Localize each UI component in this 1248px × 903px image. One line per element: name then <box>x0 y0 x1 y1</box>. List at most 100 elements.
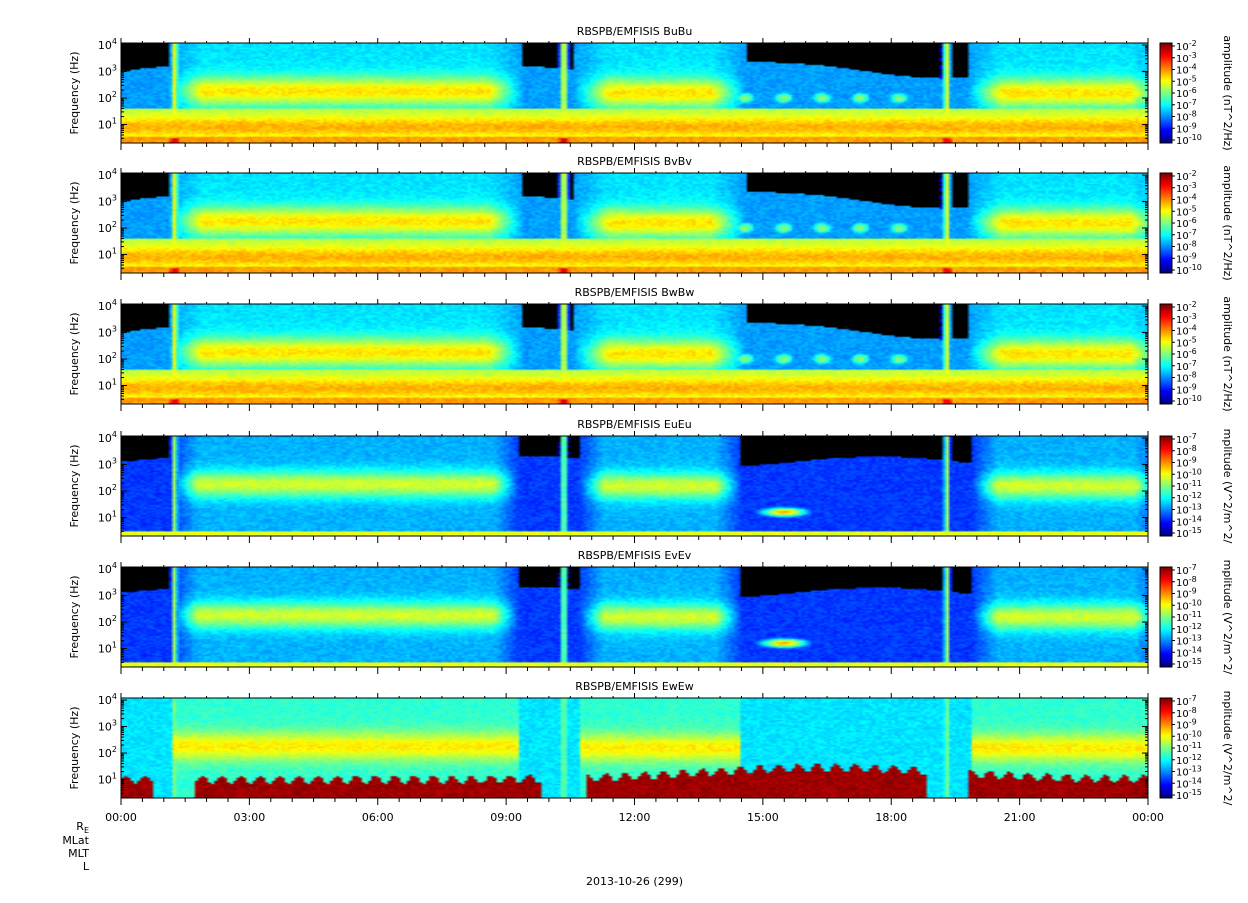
y-tick-label: 103 <box>98 194 117 209</box>
colorbar-tick-label: 10-6 <box>1176 216 1197 230</box>
x-tick-label: 21:00 <box>1004 811 1036 824</box>
spectrogram-image <box>121 698 1148 798</box>
colorbar-tick-label: 10-12 <box>1176 491 1202 505</box>
ephemeris-label: RE <box>76 820 89 835</box>
spectrogram-image <box>121 567 1148 667</box>
y-tick-label: 104 <box>98 298 117 313</box>
colorbar-tick-label: 10-8 <box>1176 240 1197 254</box>
colorbar-tick-label: 10-11 <box>1176 741 1202 755</box>
y-tick-label: 104 <box>98 561 117 576</box>
colorbar-tick-label: 10-15 <box>1176 526 1202 540</box>
y-tick-label: 101 <box>98 116 117 131</box>
x-tick-label: 12:00 <box>619 811 651 824</box>
y-tick-label: 103 <box>98 64 117 79</box>
colorbar-label: mplitude (V^2/m^2/ <box>1221 429 1234 544</box>
colorbar-tick-label: 10-14 <box>1176 645 1202 659</box>
colorbar-label: amplitude (nT^2/Hz) <box>1221 35 1234 150</box>
y-tick-label: 102 <box>98 483 117 498</box>
y-axis-label: Frequency (Hz) <box>68 576 81 659</box>
y-tick-label: 102 <box>98 614 117 629</box>
colorbar-tick-label: 10-11 <box>1176 479 1202 493</box>
colorbar-tick-label: 10-10 <box>1176 598 1202 612</box>
colorbar-tick-label: 10-7 <box>1176 694 1197 708</box>
y-tick-label: 102 <box>98 90 117 105</box>
x-tick-label: 00:00 <box>1132 811 1164 824</box>
colorbar-tick-label: 10-7 <box>1176 359 1197 373</box>
y-tick-label: 103 <box>98 719 117 734</box>
colorbar-tick-label: 10-7 <box>1176 563 1197 577</box>
colorbar <box>1160 698 1172 798</box>
colorbar-tick-label: 10-12 <box>1176 753 1202 767</box>
colorbar-tick-label: 10-5 <box>1176 204 1197 218</box>
colorbar <box>1160 304 1172 404</box>
colorbar-tick-label: 10-14 <box>1176 514 1202 528</box>
colorbar-tick-label: 10-3 <box>1176 181 1197 195</box>
ephemeris-label: MLat <box>62 834 89 847</box>
x-tick-label: 18:00 <box>875 811 907 824</box>
x-tick-label: 09:00 <box>490 811 522 824</box>
colorbar-tick-label: 10-7 <box>1176 432 1197 446</box>
panel-0: RBSPB/EMFISIS BuBu 104 103 102 101 Frequency … <box>68 25 1234 151</box>
colorbar-tick-label: 10-5 <box>1176 74 1197 88</box>
colorbar <box>1160 436 1172 536</box>
y-tick-label: 104 <box>98 430 117 445</box>
colorbar-tick-label: 10-6 <box>1176 86 1197 100</box>
colorbar-tick-label: 10-13 <box>1176 503 1202 517</box>
panel-4: RBSPB/EMFISIS EvEv 104 103 102 101 Frequency … <box>68 549 1234 675</box>
colorbar-tick-label: 10-13 <box>1176 634 1202 648</box>
y-tick-label: 102 <box>98 220 117 235</box>
y-axis-label: Frequency (Hz) <box>68 313 81 396</box>
y-tick-label: 101 <box>98 246 117 261</box>
colorbar-tick-label: 10-10 <box>1176 394 1202 408</box>
colorbar-tick-label: 10-10 <box>1176 133 1202 147</box>
y-axis-label: Frequency (Hz) <box>68 707 81 790</box>
x-tick-label: 06:00 <box>362 811 394 824</box>
panel-title: RBSPB/EMFISIS EuEu <box>577 418 691 431</box>
y-tick-label: 103 <box>98 325 117 340</box>
y-tick-label: 103 <box>98 457 117 472</box>
colorbar-tick-label: 10-4 <box>1176 193 1197 207</box>
y-tick-label: 101 <box>98 377 117 392</box>
panel-1: RBSPB/EMFISIS BvBv 104 103 102 101 Frequency … <box>68 155 1234 281</box>
panel-3: RBSPB/EMFISIS EuEu 104 103 102 101 Frequency … <box>68 418 1234 544</box>
colorbar-tick-label: 10-9 <box>1176 251 1197 265</box>
colorbar-tick-label: 10-9 <box>1176 718 1197 732</box>
colorbar-tick-label: 10-12 <box>1176 622 1202 636</box>
y-tick-label: 101 <box>98 640 117 655</box>
y-tick-label: 102 <box>98 745 117 760</box>
panel-title: RBSPB/EMFISIS BwBw <box>575 286 695 299</box>
y-tick-label: 102 <box>98 351 117 366</box>
colorbar-tick-label: 10-15 <box>1176 788 1202 802</box>
panel-title: RBSPB/EMFISIS BuBu <box>577 25 693 38</box>
y-tick-label: 101 <box>98 771 117 786</box>
y-axis-label: Frequency (Hz) <box>68 445 81 528</box>
colorbar-tick-label: 10-11 <box>1176 610 1202 624</box>
colorbar-tick-label: 10-8 <box>1176 371 1197 385</box>
colorbar-label: mplitude (V^2/m^2/ <box>1221 560 1234 675</box>
colorbar-label: amplitude (nT^2/Hz) <box>1221 296 1234 411</box>
colorbar <box>1160 173 1172 273</box>
y-axis-label: Frequency (Hz) <box>68 182 81 265</box>
colorbar-tick-label: 10-13 <box>1176 765 1202 779</box>
panel-5: RBSPB/EMFISIS EwEw 104 103 102 101 Frequency … <box>68 680 1234 806</box>
y-axis-label: Frequency (Hz) <box>68 52 81 135</box>
spectrogram-image <box>121 43 1148 143</box>
colorbar-tick-label: 10-8 <box>1176 444 1197 458</box>
y-tick-label: 104 <box>98 167 117 182</box>
colorbar-tick-label: 10-9 <box>1176 121 1197 135</box>
colorbar-tick-label: 10-9 <box>1176 456 1197 470</box>
colorbar-tick-label: 10-15 <box>1176 657 1202 671</box>
date-label: 2013-10-26 (299) <box>586 875 683 888</box>
colorbar-tick-label: 10-5 <box>1176 335 1197 349</box>
colorbar-tick-label: 10-7 <box>1176 98 1197 112</box>
colorbar-label: mplitude (V^2/m^2/ <box>1221 691 1234 806</box>
colorbar-tick-label: 10-9 <box>1176 587 1197 601</box>
y-tick-label: 101 <box>98 509 117 524</box>
colorbar <box>1160 43 1172 143</box>
colorbar <box>1160 567 1172 667</box>
spectrogram-image <box>121 304 1148 404</box>
colorbar-tick-label: 10-7 <box>1176 228 1197 242</box>
colorbar-tick-label: 10-9 <box>1176 382 1197 396</box>
